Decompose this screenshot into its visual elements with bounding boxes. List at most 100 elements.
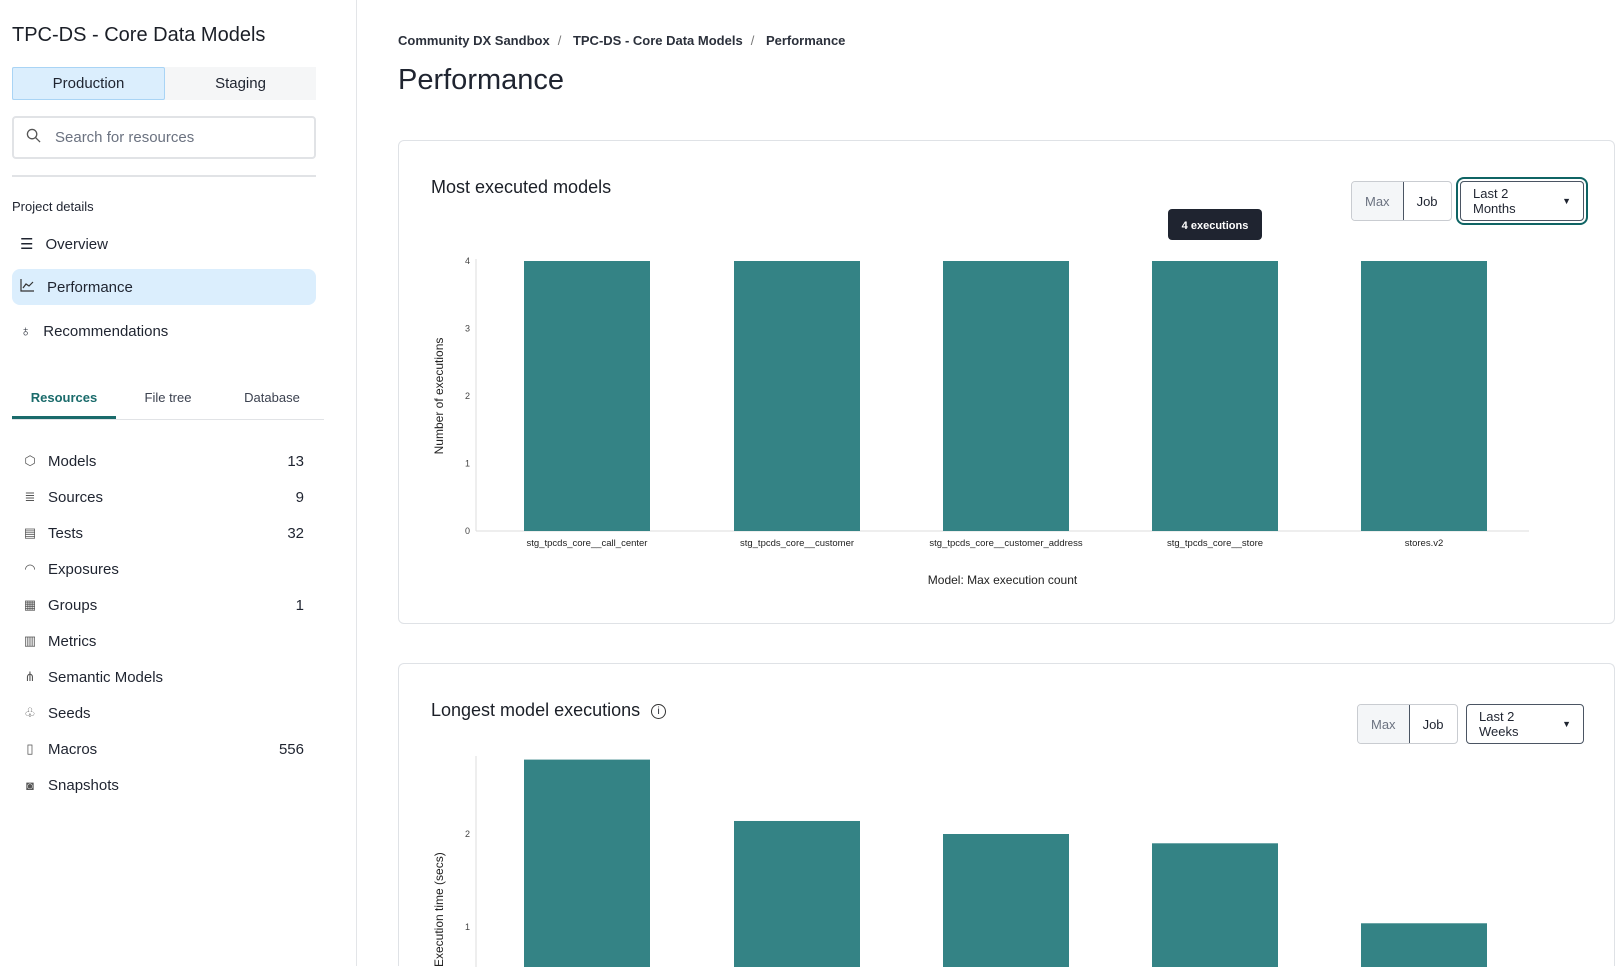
resource-label: Groups (48, 596, 98, 614)
x-axis-title: Model: Max execution count (928, 573, 1078, 587)
environment-toggle: Production Staging (12, 67, 316, 100)
most-executed-card: Most executed models Max Job Last 2 Mont… (398, 140, 1615, 624)
camera-icon: ◙ (26, 777, 34, 793)
y-axis-title: Execution time (secs) (432, 852, 446, 967)
resource-count: 556 (278, 740, 304, 758)
y-axis-title: Number of executions (432, 338, 446, 455)
resource-metrics[interactable]: ▥ Metrics (22, 626, 304, 656)
chevron-down-icon: ▼ (1562, 719, 1571, 729)
resource-groups[interactable]: ▦ Groups 1 (22, 590, 304, 620)
y-tick-label: 2 (465, 829, 470, 839)
chart-line-icon (20, 278, 35, 296)
search-placeholder: Search for resources (55, 129, 195, 146)
nav-label: Recommendations (43, 322, 169, 340)
nav-performance[interactable]: Performance (12, 269, 316, 305)
bar (524, 759, 650, 967)
nodes-icon: ⋔ (24, 669, 36, 684)
resource-snapshots[interactable]: ◙ Snapshots (22, 770, 304, 800)
range-dropdown[interactable]: Last 2 Weeks ▼ (1466, 704, 1584, 744)
section-label: Project details (12, 199, 94, 214)
divider (12, 175, 316, 177)
job-button[interactable]: Job (1402, 182, 1451, 220)
longest-executions-card: Longest model executions i Max Job Last … (398, 663, 1615, 967)
y-tick-label: 2 (465, 391, 470, 401)
nav-overview[interactable]: ☰ Overview (12, 226, 316, 262)
resource-seeds[interactable]: ♧ Seeds (22, 698, 304, 728)
resource-sources[interactable]: ≣ Sources 9 (22, 482, 304, 512)
bar (734, 261, 860, 531)
sidebar: TPC-DS - Core Data Models Production Sta… (0, 0, 357, 966)
bar (1361, 923, 1487, 967)
x-tick-label: stg_tpcds_core__customer (740, 538, 854, 549)
max-button[interactable]: Max (1352, 182, 1403, 220)
env-tab-staging[interactable]: Staging (215, 75, 266, 92)
grid-icon: ▦ (23, 597, 37, 612)
resource-label: Snapshots (48, 776, 119, 794)
bar (1152, 843, 1278, 967)
card-title-text: Longest model executions (431, 700, 641, 720)
range-dropdown[interactable]: Last 2 Months ▼ (1460, 181, 1584, 221)
info-icon[interactable]: i (651, 704, 667, 719)
resource-label: Seeds (48, 704, 91, 722)
resource-count: 32 (287, 524, 304, 542)
clipboard-icon: ▤ (23, 525, 37, 540)
bar (734, 820, 860, 967)
max-button[interactable]: Max (1358, 705, 1409, 743)
resource-label: Tests (48, 524, 84, 542)
tab-database[interactable]: Database (244, 390, 300, 405)
search-input[interactable]: Search for resources (12, 116, 316, 159)
x-tick-label: stg_tpcds_core__call_center (527, 538, 648, 549)
bar (1152, 261, 1278, 531)
resource-models[interactable]: ⬡ Models 13 (22, 446, 304, 476)
tab-file-tree[interactable]: File tree (144, 390, 192, 405)
y-tick-label: 4 (465, 256, 470, 266)
resource-count: 13 (287, 452, 304, 470)
resource-label: Semantic Models (48, 668, 164, 686)
bar (943, 261, 1069, 531)
tooltip (1168, 209, 1262, 240)
job-button[interactable]: Job (1408, 705, 1457, 743)
resource-label: Exposures (48, 560, 119, 578)
resource-semantic-models[interactable]: ⋔ Semantic Models (22, 662, 304, 692)
bar-chart-icon: ▥ (23, 633, 37, 648)
page-title: Performance (398, 64, 565, 96)
range-value: Last 2 Weeks (1479, 709, 1519, 739)
breadcrumb-link[interactable]: Community DX Sandbox (398, 33, 550, 48)
gauge-icon: ◠ (24, 561, 36, 576)
y-tick-label: 0 (465, 526, 470, 536)
resource-label: Macros (48, 740, 98, 758)
card-title: Longest model executions i (431, 700, 667, 721)
resource-label: Sources (48, 488, 104, 506)
y-tick-label: 1 (465, 459, 470, 469)
bar (524, 261, 650, 531)
seedling-icon: ♧ (24, 705, 36, 720)
database-icon: ≣ (24, 489, 36, 504)
breadcrumb-link[interactable]: TPC-DS - Core Data Models (572, 33, 743, 48)
resource-label: Metrics (48, 632, 97, 650)
search-icon (26, 128, 41, 147)
resource-label: Models (48, 452, 97, 470)
resource-exposures[interactable]: ◠ Exposures (22, 554, 304, 584)
mode-toggle: Max Job (1351, 181, 1452, 221)
mode-toggle: Max Job (1357, 704, 1458, 744)
resource-macros[interactable]: ▯ Macros 556 (22, 734, 304, 764)
y-tick-label: 1 (465, 922, 470, 932)
env-tab-production[interactable]: Production (12, 67, 165, 100)
nav-recommendations[interactable]: ♁ Recommendations (12, 313, 316, 349)
tab-resources[interactable]: Resources (12, 382, 116, 419)
resource-count: 9 (295, 488, 304, 506)
lightbulb-icon: ♁ (20, 322, 32, 340)
x-tick-label: stg_tpcds_core__customer_address (929, 538, 1082, 549)
bar (943, 834, 1069, 967)
tooltip-text: 4 executions (1182, 220, 1249, 232)
y-tick-label: 3 (465, 324, 470, 334)
cube-icon: ⬡ (24, 453, 36, 468)
x-tick-label: stg_tpcds_core__store (1167, 538, 1263, 549)
resource-tests[interactable]: ▤ Tests 32 (22, 518, 304, 548)
card-title: Most executed models (431, 177, 612, 197)
file-icon: ▯ (26, 741, 34, 756)
resource-count: 1 (295, 596, 304, 614)
list-icon: ☰ (20, 236, 34, 253)
breadcrumb: Community DX Sandbox / TPC-DS - Core Data… (398, 33, 846, 48)
project-title: TPC-DS - Core Data Models (12, 24, 266, 46)
